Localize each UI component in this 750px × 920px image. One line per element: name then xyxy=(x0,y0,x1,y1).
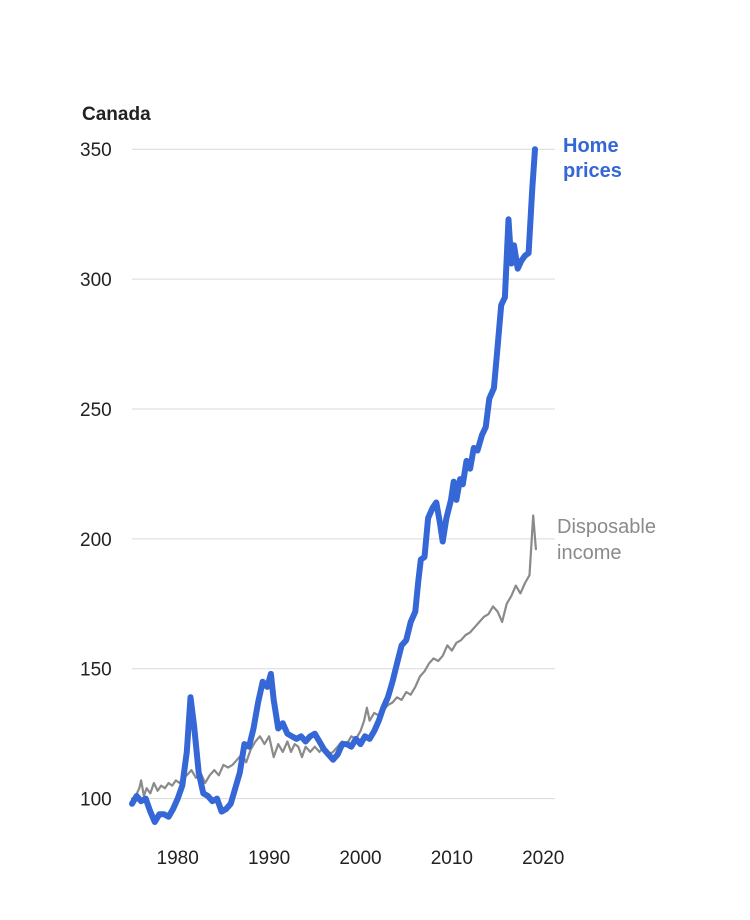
y-tick-label-200: 200 xyxy=(80,530,112,551)
x-tick-label-1980: 1980 xyxy=(157,848,199,869)
y-tick-label-100: 100 xyxy=(80,790,112,811)
y-tick-label-250: 250 xyxy=(80,400,112,421)
y-tick-label-150: 150 xyxy=(80,660,112,681)
disposable-income-label-line-2: income xyxy=(557,542,621,564)
y-axis-ticks: 100 150 200 250 300 350 xyxy=(80,140,112,810)
home-prices-label-line-2: prices xyxy=(563,160,622,182)
home-prices-line xyxy=(129,146,538,825)
x-tick-label-2000: 2000 xyxy=(339,848,381,869)
chart-title: Canada xyxy=(82,104,151,125)
home-prices-label: Home prices xyxy=(563,135,624,182)
disposable-income-label-line-1: Disposable xyxy=(557,516,656,538)
y-tick-label-350: 350 xyxy=(80,140,112,161)
home-prices-label-line-1: Home xyxy=(563,135,619,157)
disposable-income-label: Disposable income xyxy=(557,516,662,564)
y-tick-label-300: 300 xyxy=(80,270,112,291)
x-tick-label-1990: 1990 xyxy=(248,848,290,869)
x-tick-label-2010: 2010 xyxy=(431,848,473,869)
series-lines xyxy=(129,146,538,825)
x-tick-label-2020: 2020 xyxy=(522,848,564,869)
gridlines xyxy=(132,148,555,800)
x-axis-ticks: 1980 1990 2000 2010 2020 xyxy=(157,848,565,869)
